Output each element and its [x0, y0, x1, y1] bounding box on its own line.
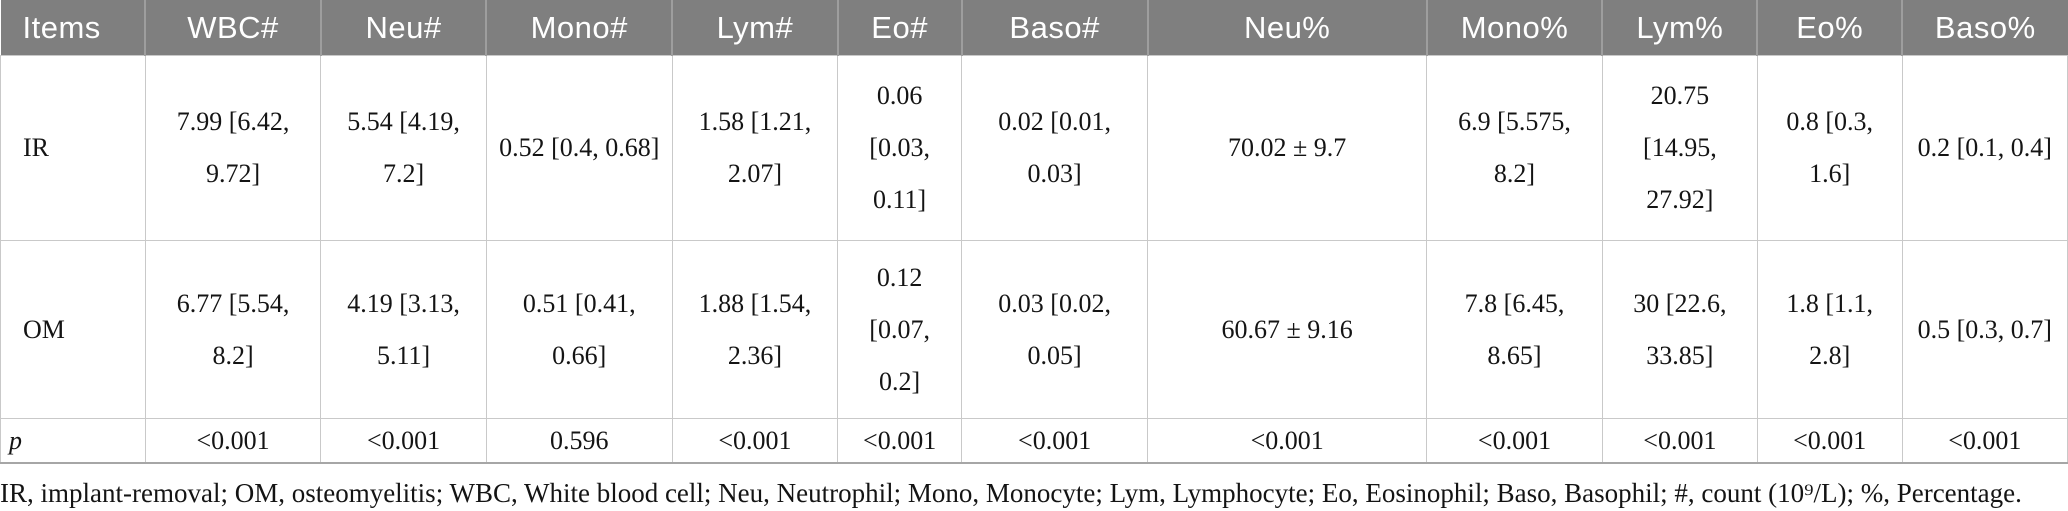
row-label: p: [0, 418, 146, 464]
data-cell: 0.51 [0.41, 0.66]: [485, 240, 673, 419]
table-body: IR 7.99 [6.42, 9.72] 5.54 [4.19, 7.2] 0.52 …: [0, 55, 2068, 464]
table-row: OM 6.77 [5.54, 8.2] 4.19 [3.13, 5.11] 0.51 …: [0, 240, 2068, 419]
column-header: Baso#: [960, 0, 1148, 56]
data-cell: 1.88 [1.54, 2.36]: [671, 240, 839, 419]
data-cell: 0.02 [0.01, 0.03]: [961, 55, 1149, 241]
data-cell: <0.001: [837, 418, 963, 464]
column-header: Mono#: [485, 0, 673, 56]
data-cell: <0.001: [320, 418, 487, 464]
column-header: Lym#: [671, 0, 838, 56]
results-table: Items WBC# Neu# Mono# Lym# Eo# Baso# Neu% Mono% L…: [0, 0, 2068, 464]
table-footnote: IR, implant-removal; OM, osteomyelitis; …: [0, 477, 2022, 508]
data-cell: 0.596: [485, 418, 673, 464]
data-cell: 20.75 [14.95, 27.92]: [1601, 55, 1758, 241]
data-cell: 7.8 [6.45, 8.65]: [1426, 240, 1603, 419]
data-cell: <0.001: [671, 418, 839, 464]
column-header: Eo%: [1756, 0, 1903, 56]
data-cell: <0.001: [1901, 418, 2068, 464]
column-header: Eo#: [836, 0, 962, 56]
data-cell: 6.9 [5.575, 8.2]: [1426, 55, 1603, 241]
data-cell: <0.001: [144, 418, 322, 464]
data-cell: 7.99 [6.42, 9.72]: [144, 55, 322, 241]
data-cell: <0.001: [1756, 418, 1903, 464]
row-label: IR: [0, 55, 146, 241]
data-cell: 1.8 [1.1, 2.8]: [1756, 240, 1903, 419]
data-cell: 0.12 [0.07, 0.2]: [837, 240, 963, 419]
column-header: WBC#: [144, 0, 321, 56]
column-header: Neu#: [319, 0, 487, 56]
table-header-row: Items WBC# Neu# Mono# Lym# Eo# Baso# Neu% Mono% L…: [0, 0, 2068, 56]
data-cell: 0.03 [0.02, 0.05]: [961, 240, 1149, 419]
column-header: Baso%: [1901, 0, 2068, 56]
data-cell: 4.19 [3.13, 5.11]: [320, 240, 487, 419]
data-cell: 30 [22.6, 33.85]: [1601, 240, 1758, 419]
data-cell: 70.02 ± 9.7: [1147, 55, 1428, 241]
data-cell: 0.8 [0.3, 1.6]: [1756, 55, 1903, 241]
data-cell: <0.001: [1601, 418, 1758, 464]
data-cell: 6.77 [5.54, 8.2]: [144, 240, 322, 419]
data-cell: <0.001: [961, 418, 1149, 464]
row-label: OM: [0, 240, 146, 419]
column-header: Mono%: [1425, 0, 1603, 56]
data-cell: 1.58 [1.21, 2.07]: [671, 55, 839, 241]
column-header: Items: [0, 0, 146, 56]
column-header: Neu%: [1146, 0, 1427, 56]
data-cell: <0.001: [1147, 418, 1428, 464]
table-row: IR 7.99 [6.42, 9.72] 5.54 [4.19, 7.2] 0.52 …: [0, 55, 2068, 241]
data-cell: 5.54 [4.19, 7.2]: [320, 55, 487, 241]
data-cell: 0.52 [0.4, 0.68]: [485, 55, 673, 241]
data-cell: 0.2 [0.1, 0.4]: [1901, 55, 2068, 241]
data-cell: 60.67 ± 9.16: [1147, 240, 1428, 419]
data-cell: 0.5 [0.3, 0.7]: [1901, 240, 2068, 419]
table-row: p <0.001 <0.001 0.596 <0.001 <0.001 <0.001 <0.0…: [0, 418, 2068, 464]
column-header: Lym%: [1601, 0, 1758, 56]
data-cell: <0.001: [1426, 418, 1603, 464]
data-cell: 0.06 [0.03, 0.11]: [837, 55, 963, 241]
